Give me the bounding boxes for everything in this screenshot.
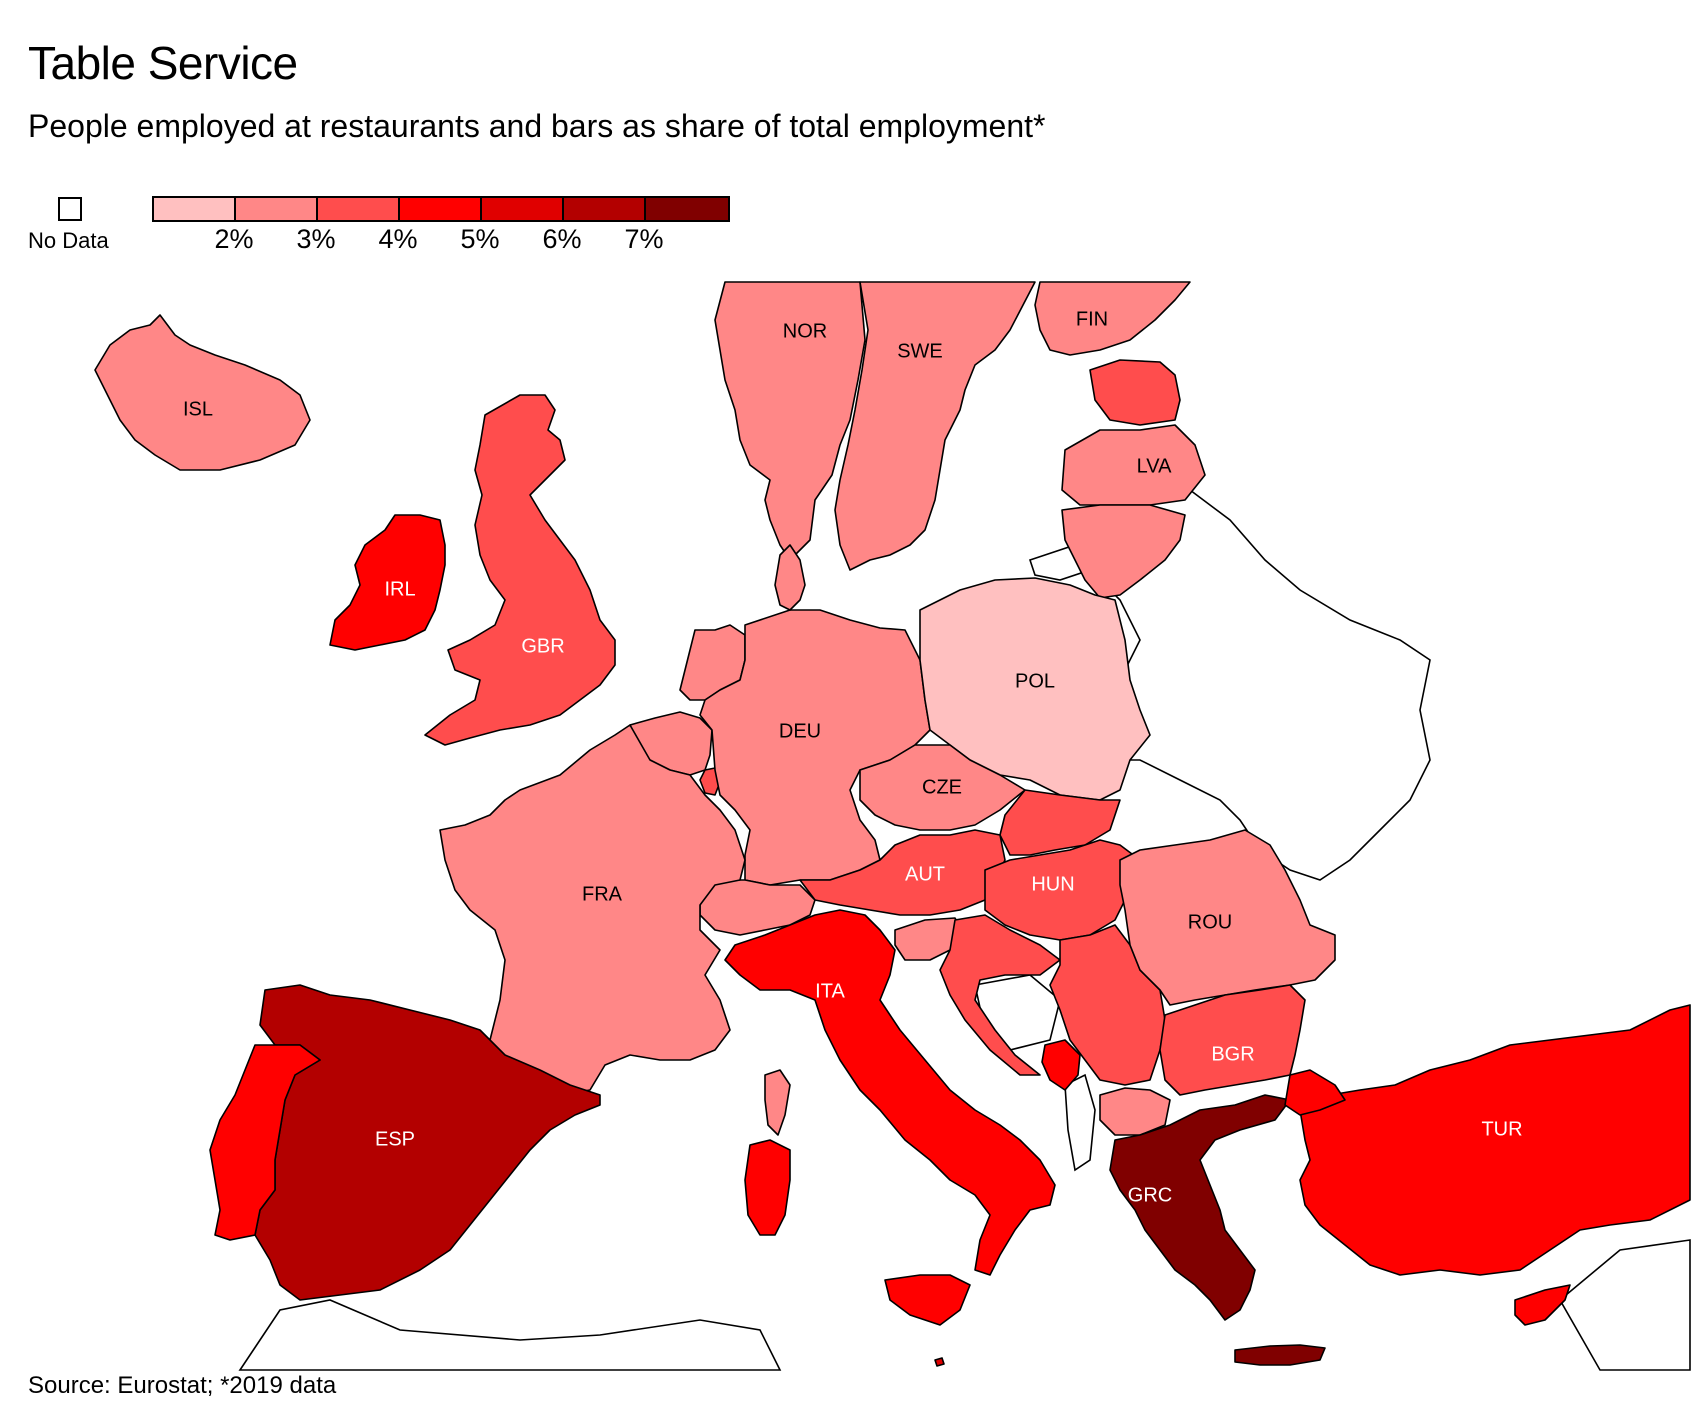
label-irl: IRL [384, 578, 415, 600]
country-cze[interactable] [859, 744, 1026, 831]
label-fin: FIN [1076, 308, 1108, 330]
label-bgr: BGR [1211, 1043, 1254, 1065]
label-nor: NOR [783, 320, 827, 342]
label-tur: TUR [1481, 1118, 1522, 1140]
chart-title: Table Service [28, 37, 298, 89]
country-srb[interactable] [1049, 924, 1166, 1086]
chart-subtitle: People employed at restaurants and bars … [28, 108, 1046, 144]
region-albania [1064, 1073, 1096, 1172]
country-ltu[interactable] [1061, 504, 1186, 599]
country-tur[interactable] [1299, 1004, 1691, 1276]
label-isl: ISL [183, 398, 213, 420]
country-grc[interactable] [1109, 1094, 1291, 1321]
region-north-africa [238, 1299, 782, 1371]
country-grc-crete[interactable] [1234, 1344, 1326, 1366]
country-svk[interactable] [999, 789, 1121, 856]
label-grc: GRC [1128, 1184, 1172, 1206]
label-gbr: GBR [521, 635, 564, 657]
label-rou: ROU [1188, 911, 1232, 933]
label-ita: ITA [815, 980, 845, 1002]
label-cze: CZE [922, 776, 962, 798]
country-fra-corsica[interactable] [764, 1069, 791, 1136]
country-nor[interactable] [714, 281, 866, 561]
country-fin[interactable] [1034, 281, 1191, 356]
country-irl[interactable] [329, 514, 446, 651]
label-swe: SWE [897, 340, 943, 362]
country-swe[interactable] [834, 281, 1036, 571]
country-rou[interactable] [1119, 829, 1336, 1006]
country-tur-thrace[interactable] [1284, 1069, 1346, 1116]
label-esp: ESP [375, 1128, 415, 1150]
country-fra[interactable] [439, 724, 746, 1096]
country-isl[interactable] [94, 314, 311, 471]
country-ita-sicily[interactable] [884, 1274, 971, 1326]
source-note: Source: Eurostat; *2019 data [28, 1372, 337, 1399]
country-ita-sardinia[interactable] [744, 1139, 791, 1236]
country-mne[interactable] [1041, 1039, 1081, 1091]
country-prt[interactable] [209, 1044, 321, 1241]
country-bgr[interactable] [1159, 984, 1306, 1096]
label-lva: LVA [1137, 455, 1172, 477]
region-middle-east [1558, 1239, 1691, 1371]
country-ita[interactable] [724, 909, 1056, 1276]
country-mkd[interactable] [1099, 1087, 1171, 1136]
country-est[interactable] [1089, 359, 1181, 426]
country-dnk[interactable] [774, 544, 806, 611]
country-pol[interactable] [919, 577, 1151, 801]
label-hun: HUN [1031, 873, 1074, 895]
country-mlt[interactable] [934, 1357, 945, 1367]
country-gbr[interactable] [424, 394, 616, 746]
label-deu: DEU [779, 720, 821, 742]
label-fra: FRA [582, 883, 623, 905]
country-aut[interactable] [799, 829, 1006, 916]
country-cyp[interactable] [1514, 1284, 1571, 1326]
country-hrv[interactable] [939, 914, 1061, 1076]
label-pol: POL [1015, 670, 1055, 692]
no-data-regions [238, 489, 1691, 1371]
countries [94, 281, 1691, 1367]
label-aut: AUT [905, 863, 945, 885]
country-labels: ISL NOR SWE FIN LVA GBR IRL DEU POL CZE … [183, 308, 1523, 1206]
country-lva[interactable] [1061, 424, 1206, 506]
